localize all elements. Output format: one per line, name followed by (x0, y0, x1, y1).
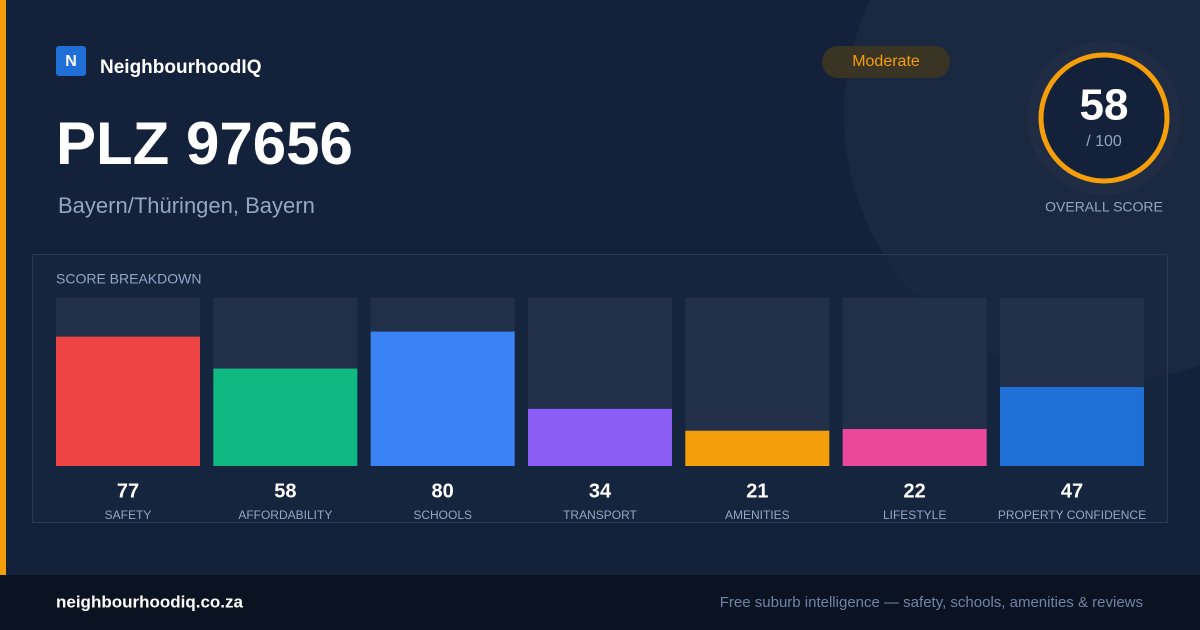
bar (842, 429, 987, 466)
value-label: 47 (1061, 480, 1083, 502)
bar (999, 387, 1144, 466)
bar (527, 408, 672, 466)
logo-letter: N (65, 53, 77, 70)
value-label: 34 (589, 480, 612, 502)
bar (370, 331, 515, 466)
breakdown-title: SCORE BREAKDOWN (56, 271, 201, 287)
bar (213, 368, 358, 466)
category-label: TRANSPORT (563, 508, 637, 522)
footer-site: neighbourhoodiq.co.za (56, 592, 244, 611)
title: PLZ 97656 (56, 110, 353, 177)
category-label: AFFORDABILITY (238, 508, 332, 522)
value-label: 77 (117, 480, 139, 502)
subtitle: Bayern/Thüringen, Bayern (58, 193, 315, 218)
category-label: LIFESTYLE (883, 508, 946, 522)
score-max: / 100 (1086, 133, 1122, 150)
bar (685, 430, 830, 466)
brand-name: NeighbourhoodIQ (100, 57, 261, 78)
footer (0, 575, 1200, 630)
score-label: OVERALL SCORE (1045, 199, 1163, 215)
value-label: 58 (274, 480, 296, 502)
category-label: SAFETY (105, 508, 152, 522)
category-label: SCHOOLS (413, 508, 472, 522)
logo (56, 46, 86, 76)
badge (822, 46, 950, 78)
score-value: 58 (1080, 81, 1129, 130)
footer-tagline: Free suburb intelligence — safety, schoo… (720, 594, 1143, 611)
badge-text: Moderate (852, 53, 920, 70)
accent-strip (0, 0, 6, 575)
value-label: 21 (746, 480, 768, 502)
category-label: AMENITIES (725, 508, 790, 522)
bar (56, 336, 200, 466)
score-ring (1038, 52, 1170, 184)
value-label: 22 (904, 480, 926, 502)
category-label: PROPERTY CONFIDENCE (998, 508, 1146, 522)
value-label: 80 (432, 480, 454, 502)
bars: 77 SAFETY 58 AFFORDABILITY 80 SCHOOLS 34 TRANSP… (56, 298, 1146, 522)
